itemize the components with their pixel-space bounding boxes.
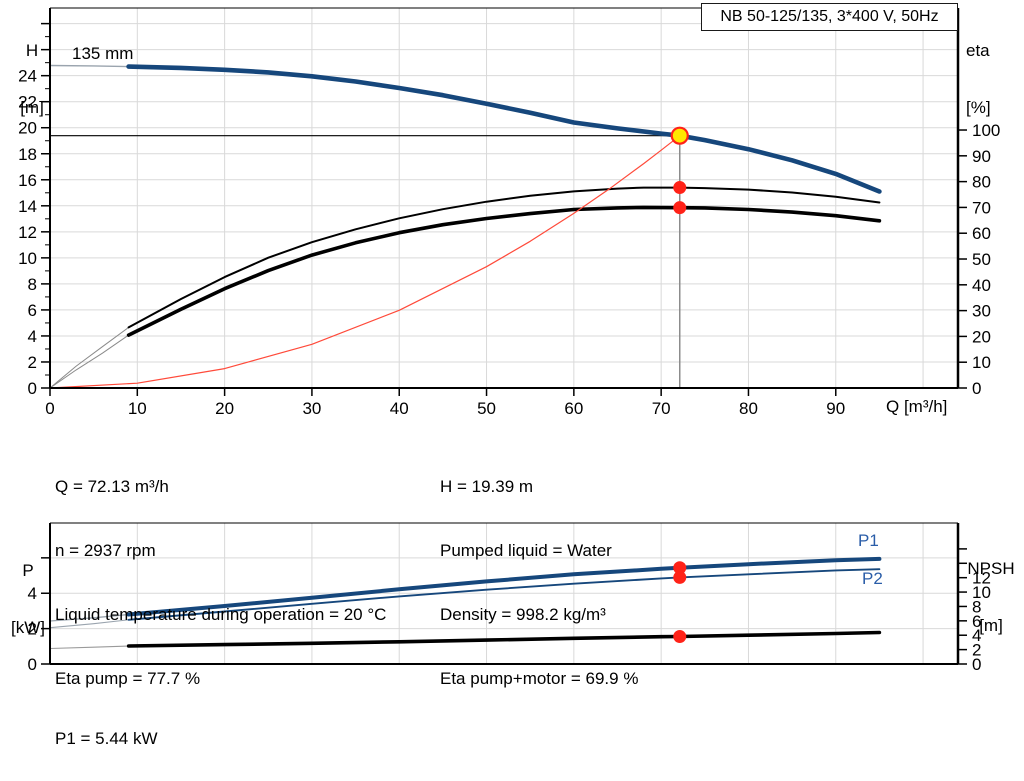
tick-label: 60 (972, 224, 991, 243)
tick-label: 8 (28, 275, 37, 294)
tick-label: 40 (390, 399, 409, 418)
info-line-speed: n = 2937 rpm (55, 541, 156, 561)
curve-qh-135mm (126, 64, 882, 194)
tick-label: 40 (972, 276, 991, 295)
curve-eta-pump-inlet (49, 326, 130, 389)
tick-label: 4 (28, 584, 37, 603)
tick-label: 10 (972, 583, 991, 602)
tick-label: 80 (739, 399, 758, 418)
tick-label: 8 (972, 597, 981, 616)
p2-curve-label: P2 (862, 569, 883, 588)
tick-label: 0 (28, 379, 37, 398)
info-line-density: Density = 998.2 kg/m³ (440, 605, 606, 625)
tick-label: 0 (45, 399, 54, 418)
info-block-right: H = 19.39 m Pumped liquid = Water Densit… (440, 433, 638, 733)
curve-p1-inlet (49, 613, 130, 622)
marker-p1-point (673, 561, 687, 575)
curve-p2 (127, 568, 881, 621)
tick-label: 90 (972, 147, 991, 166)
curve-eta-pump-motor-inlet (49, 334, 130, 389)
tick-label: 70 (972, 198, 991, 217)
impeller-diameter-label: 135 mm (72, 44, 134, 63)
eta-axis-title: eta [%] (966, 41, 991, 117)
tick-label: 20 (972, 327, 991, 346)
tick-label: 10 (128, 399, 147, 418)
curve-p1 (126, 556, 882, 617)
curve-system-curve (49, 135, 681, 389)
curve-eta-pump (127, 186, 881, 329)
h-axis-title: H [m] (20, 41, 44, 117)
tick-label: 22 (18, 93, 37, 112)
tick-label: 14 (18, 197, 37, 216)
tick-label: 70 (652, 399, 671, 418)
tick-label: 10 (972, 353, 991, 372)
tick-label: 2 (28, 620, 37, 639)
chart-title: NB 50-125/135, 3*400 V, 50Hz (720, 8, 939, 25)
tick-label: 20 (215, 399, 234, 418)
curve-eta-pump-motor (126, 205, 882, 337)
tick-label: 4 (28, 327, 37, 346)
q-axis-title: Q [m³/h] (886, 397, 948, 416)
info-line-temperature: Liquid temperature during operation = 20… (55, 605, 387, 625)
tick-label: 90 (826, 399, 845, 418)
result-block: P1 = 5.44 kW P2 = 4.893 kW NPSH = 3.82 m… (55, 684, 443, 781)
tick-label: 6 (28, 301, 37, 320)
tick-label: 12 (972, 569, 991, 588)
curve-npsh-inlet (49, 645, 130, 650)
marker-p2-point (673, 570, 687, 584)
tick-label: 16 (18, 171, 37, 190)
info-block-left: Q = 72.13 m³/h n = 2937 rpm Liquid tempe… (55, 433, 386, 733)
tick-label: 30 (972, 302, 991, 321)
marker-npsh-point (673, 630, 687, 644)
npsh-axis-title: NPSH [m] (967, 559, 1015, 635)
tick-label: 24 (18, 67, 37, 86)
tick-label: 50 (972, 250, 991, 269)
chart-top: 0246810121416182022240102030405060708090… (18, 7, 1000, 418)
tick-label: 4 (972, 626, 981, 645)
tick-label: 18 (18, 145, 37, 164)
curve-npsh (126, 630, 882, 648)
marker-eta-pump-motor-point (673, 201, 687, 215)
tick-label: 30 (302, 399, 321, 418)
info-line-eta-total: Eta pump+motor = 69.9 % (440, 669, 639, 689)
tick-label: 80 (972, 173, 991, 192)
tick-label: 0 (972, 655, 981, 674)
tick-label: 50 (477, 399, 496, 418)
tick-label: 6 (972, 612, 981, 631)
tick-label: 10 (18, 249, 37, 268)
marker-eta-pump-point (673, 181, 687, 195)
p1-curve-label: P1 (858, 531, 879, 550)
tick-label: 2 (28, 353, 37, 372)
curve-p2-inlet (49, 619, 130, 629)
info-line-h: H = 19.39 m (440, 476, 534, 496)
info-line-eta-pump: Eta pump = 77.7 % (55, 669, 201, 689)
info-line-q: Q = 72.13 m³/h (55, 476, 169, 496)
result-line-p1: P1 = 5.44 kW (55, 729, 158, 748)
tick-label: 12 (18, 223, 37, 242)
tick-label: 0 (972, 379, 981, 398)
tick-label: 60 (564, 399, 583, 418)
curve-qh-inlet (49, 64, 130, 68)
marker-duty-point (670, 126, 689, 145)
tick-label: 0 (28, 655, 37, 674)
chart-title-box: NB 50-125/135, 3*400 V, 50Hz (701, 3, 958, 31)
tick-label: 20 (18, 119, 37, 138)
tick-label: 2 (972, 641, 981, 660)
tick-label: 100 (972, 121, 1000, 140)
p-axis-title: P [kW] (11, 561, 45, 637)
info-line-liquid: Pumped liquid = Water (440, 541, 612, 561)
